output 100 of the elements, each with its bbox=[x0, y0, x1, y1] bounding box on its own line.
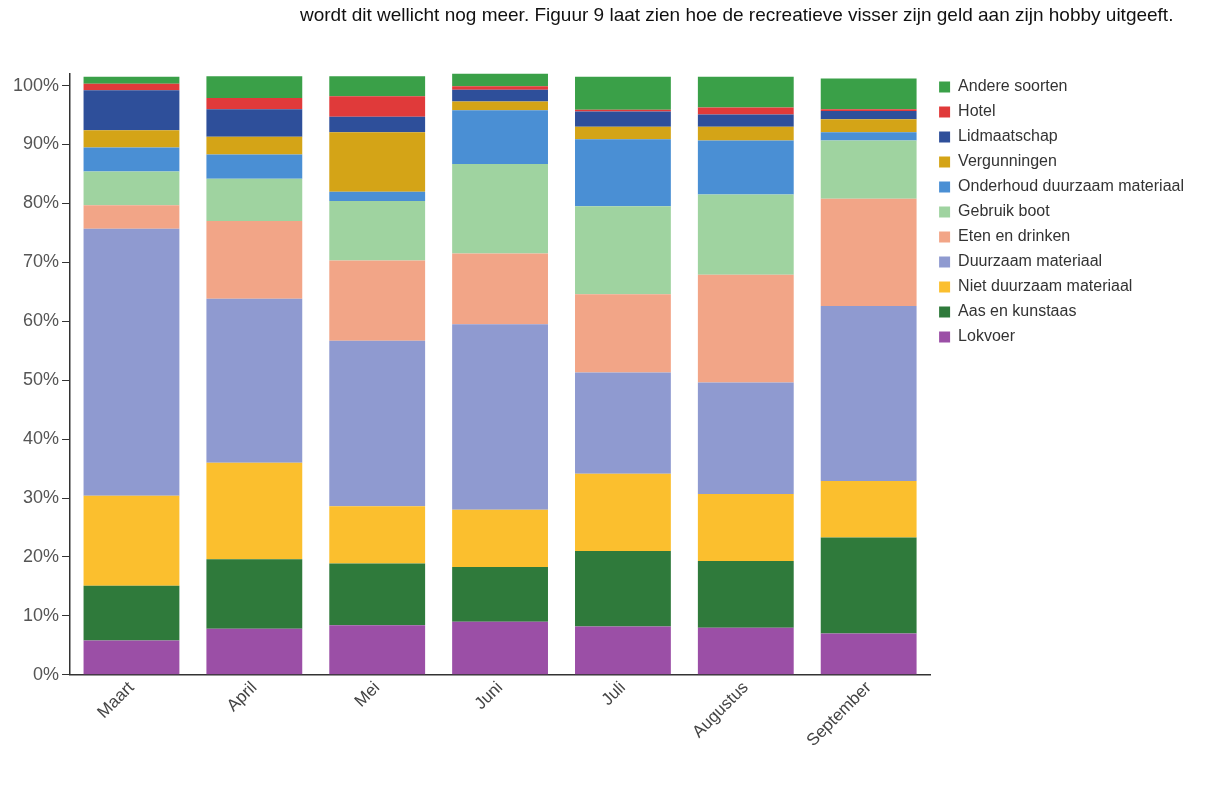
bar bbox=[452, 86, 548, 90]
bar bbox=[697, 627, 794, 675]
bar bbox=[820, 132, 917, 141]
bar bbox=[820, 537, 917, 634]
bar bbox=[820, 480, 917, 538]
bar bbox=[329, 191, 426, 202]
bar bbox=[206, 221, 303, 299]
bar bbox=[329, 132, 426, 192]
legend-label: Aas en kunstaas bbox=[958, 302, 1077, 320]
bar bbox=[83, 171, 180, 206]
bar bbox=[83, 205, 180, 229]
bar bbox=[206, 97, 303, 110]
legend-label: Duurzaam materiaal bbox=[958, 252, 1103, 270]
bar bbox=[206, 559, 303, 629]
text: wordt dit wellicht nog meer. Figuur 9 laat zien hoe de recreatieve visser zijn geld aan zijn hobby uitgeeft. bbox=[300, 3, 1175, 27]
bar bbox=[820, 633, 917, 675]
bar bbox=[575, 294, 671, 373]
bar bbox=[697, 194, 794, 275]
bar bbox=[820, 140, 917, 199]
bar bbox=[206, 76, 303, 98]
y-tick-label: 80% bbox=[23, 192, 60, 213]
bar bbox=[83, 147, 180, 172]
legend-label: Andere soorten bbox=[958, 77, 1068, 95]
bar bbox=[575, 111, 671, 127]
y-tick-label: 40% bbox=[23, 428, 60, 449]
bar bbox=[83, 228, 180, 496]
bar bbox=[575, 626, 671, 675]
legend-label: Niet duurzaam materiaal bbox=[958, 277, 1133, 295]
bar bbox=[820, 78, 917, 110]
y-tick-label: 70% bbox=[23, 251, 60, 272]
bar bbox=[329, 96, 426, 117]
bar bbox=[206, 109, 303, 137]
bar bbox=[575, 206, 671, 295]
y-tick-label: 60% bbox=[23, 310, 60, 331]
bar bbox=[452, 509, 548, 567]
bar bbox=[575, 126, 671, 140]
bar bbox=[575, 76, 671, 110]
bar bbox=[820, 305, 917, 481]
bar bbox=[83, 90, 180, 131]
bar bbox=[697, 274, 794, 383]
bar bbox=[206, 154, 303, 179]
legend-label: Lidmaatschap bbox=[958, 127, 1058, 145]
bar bbox=[329, 201, 426, 261]
bar bbox=[697, 107, 794, 115]
bar bbox=[83, 585, 180, 641]
bar bbox=[206, 136, 303, 155]
bar bbox=[697, 140, 794, 195]
bar bbox=[697, 126, 794, 141]
bar bbox=[83, 83, 180, 91]
bar bbox=[329, 76, 426, 97]
bar bbox=[697, 493, 794, 562]
bar bbox=[206, 628, 303, 675]
bar bbox=[452, 324, 548, 510]
bar bbox=[206, 298, 303, 463]
bar bbox=[206, 462, 303, 560]
bar bbox=[820, 110, 917, 120]
bar bbox=[329, 340, 426, 507]
legend-label: Lokvoer bbox=[958, 327, 1016, 345]
bar bbox=[575, 139, 671, 207]
bar bbox=[575, 551, 671, 627]
bar bbox=[452, 253, 548, 325]
bar bbox=[452, 163, 548, 254]
bar bbox=[820, 198, 917, 306]
bar bbox=[83, 130, 180, 148]
bar bbox=[329, 116, 426, 133]
bar bbox=[83, 640, 180, 675]
bar bbox=[206, 178, 303, 222]
bar bbox=[452, 110, 548, 164]
legend-label: Gebruik boot bbox=[958, 202, 1051, 220]
bar bbox=[820, 119, 917, 133]
bar bbox=[697, 76, 794, 108]
legend-label: Hotel bbox=[958, 102, 996, 120]
legend-label: Eten en drinken bbox=[958, 227, 1071, 245]
bar bbox=[452, 566, 548, 622]
y-tick-label: 50% bbox=[23, 369, 60, 390]
bar bbox=[575, 372, 671, 474]
y-tick-label: 100% bbox=[12, 74, 60, 95]
legend-label: Onderhoud duurzaam materiaal bbox=[958, 177, 1184, 195]
bar bbox=[83, 495, 180, 586]
bar bbox=[697, 114, 794, 127]
bar bbox=[697, 382, 794, 494]
bar bbox=[329, 563, 426, 626]
y-tick-label: 90% bbox=[23, 133, 60, 154]
bar bbox=[329, 506, 426, 564]
bar bbox=[329, 625, 426, 675]
y-tick-label: 20% bbox=[23, 545, 60, 566]
bar bbox=[329, 260, 426, 341]
y-tick-label: 0% bbox=[33, 663, 60, 684]
x-tick-label: Juli bbox=[597, 677, 630, 710]
y-tick-label: 30% bbox=[23, 486, 60, 507]
bar bbox=[452, 621, 548, 675]
x-tick-label: Mei bbox=[350, 677, 384, 711]
bar bbox=[452, 73, 548, 87]
bar bbox=[697, 561, 794, 628]
bar bbox=[83, 76, 180, 84]
bar bbox=[575, 473, 671, 552]
bar bbox=[452, 101, 548, 111]
bar bbox=[452, 89, 548, 102]
legend-label: Vergunningen bbox=[958, 152, 1057, 170]
y-tick-label: 10% bbox=[23, 604, 60, 625]
